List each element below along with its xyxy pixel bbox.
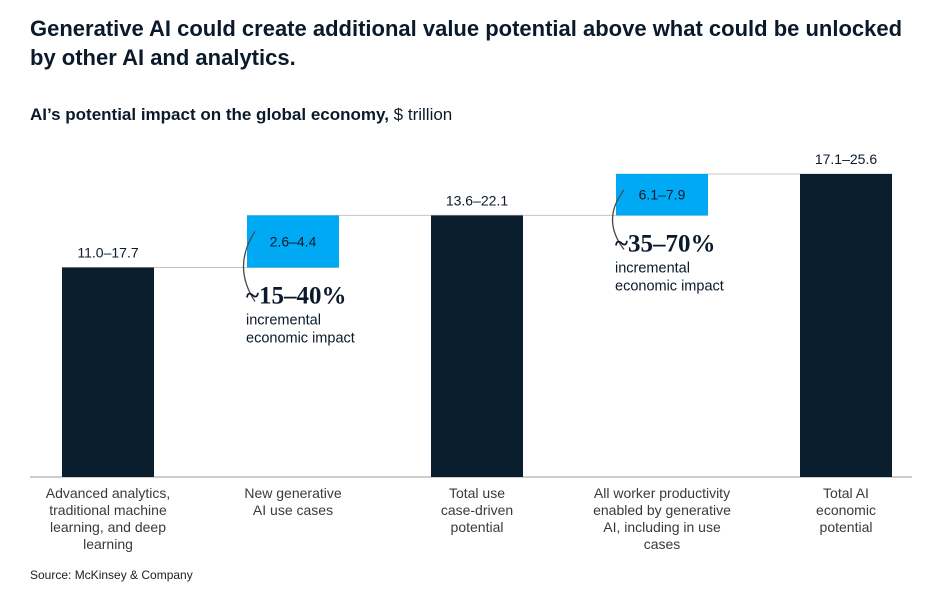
bracket-gen-ai bbox=[242, 231, 256, 302]
bar-total-use bbox=[431, 215, 523, 477]
bar-worker bbox=[616, 174, 708, 216]
category-label-total-use: Total use case-driven potential bbox=[441, 485, 513, 535]
source-note: Source: McKinsey & Company bbox=[30, 568, 193, 582]
annotation-text-worker-1: incremental bbox=[615, 260, 690, 276]
chart-title: Generative AI could create additional va… bbox=[30, 16, 903, 70]
category-label-worker: All worker productivity enabled by genera… bbox=[593, 485, 731, 552]
annotation-text-gen-ai-1: incremental bbox=[246, 313, 321, 329]
bar-gen-ai bbox=[247, 215, 339, 268]
bar-total-ai bbox=[800, 174, 892, 477]
subtitle-bold: AI’s potential impact on the global econ… bbox=[30, 105, 389, 124]
value-label-total-use: 13.6–22.1 bbox=[446, 192, 508, 208]
value-label-worker: 6.1–7.9 bbox=[639, 187, 686, 203]
value-label-total-ai: 17.1–25.6 bbox=[815, 151, 877, 167]
bar-advanced bbox=[62, 267, 154, 477]
bracket-worker bbox=[611, 189, 625, 250]
pct-annotation-worker: ~35–70% bbox=[615, 230, 716, 257]
category-label-advanced: Advanced analytics, traditional machine le… bbox=[46, 485, 171, 552]
subtitle-unit: $ trillion bbox=[393, 105, 453, 124]
pct-annotation-gen-ai: ~15–40% bbox=[246, 283, 347, 310]
value-label-gen-ai: 2.6–4.4 bbox=[270, 233, 317, 249]
value-label-advanced: 11.0–17.7 bbox=[77, 245, 138, 261]
chart-subtitle: AI’s potential impact on the global econ… bbox=[30, 104, 452, 126]
category-label-total-ai: Total AI economic potential bbox=[816, 485, 876, 535]
annotation-text-gen-ai-2: economic impact bbox=[246, 331, 355, 347]
annotation-text-worker-2: economic impact bbox=[615, 278, 724, 294]
category-label-gen-ai: New generative AI use cases bbox=[244, 485, 341, 518]
